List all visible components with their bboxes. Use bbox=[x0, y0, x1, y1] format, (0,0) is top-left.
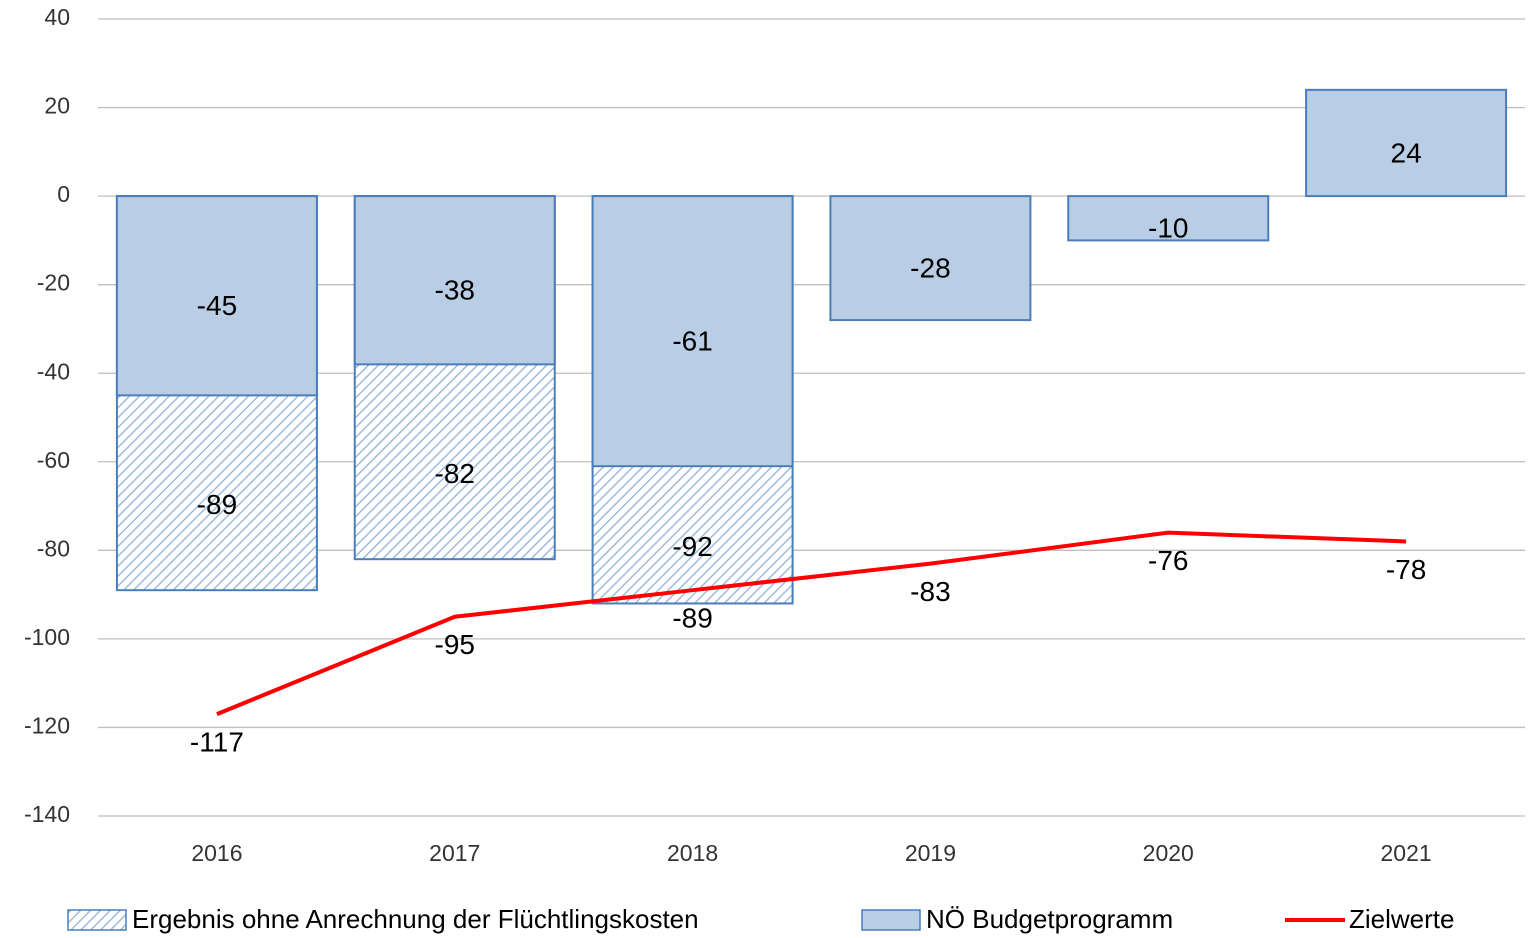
data-label: -92 bbox=[672, 531, 712, 562]
bar bbox=[353, 195, 556, 366]
data-label: -76 bbox=[1148, 545, 1188, 576]
data-label: -10 bbox=[1148, 213, 1188, 244]
data-label: -89 bbox=[672, 603, 712, 634]
bar bbox=[115, 195, 318, 397]
y-tick-label: 0 bbox=[57, 181, 70, 207]
x-tick-label: 2016 bbox=[191, 840, 242, 866]
line bbox=[216, 530, 1407, 717]
legend-swatch bbox=[861, 909, 921, 931]
legend-label: NÖ Budgetprogramm bbox=[926, 904, 1173, 934]
data-label: -95 bbox=[435, 629, 475, 660]
legend-swatch bbox=[67, 909, 127, 931]
bar bbox=[1067, 195, 1270, 242]
bar bbox=[829, 195, 1032, 322]
x-tick-label: 2019 bbox=[905, 840, 956, 866]
x-tick-label: 2021 bbox=[1380, 840, 1431, 866]
y-tick-label: -140 bbox=[24, 801, 70, 827]
y-tick-label: 40 bbox=[44, 4, 70, 30]
y-tick-label: -100 bbox=[24, 624, 70, 650]
data-label: -38 bbox=[435, 275, 475, 306]
legend-label: Zielwerte bbox=[1349, 904, 1454, 934]
x-tick-label: 2017 bbox=[429, 840, 480, 866]
y-tick-label: -40 bbox=[37, 358, 70, 384]
y-tick-label: -20 bbox=[37, 270, 70, 296]
data-label: -61 bbox=[672, 326, 712, 357]
legend-label: Ergebnis ohne Anrechnung der Flüchtlings… bbox=[132, 904, 699, 934]
x-tick-label: 2020 bbox=[1143, 840, 1194, 866]
data-label: -78 bbox=[1386, 554, 1426, 585]
data-label: -89 bbox=[197, 489, 237, 520]
bar bbox=[591, 195, 794, 468]
data-label: -117 bbox=[190, 727, 244, 758]
data-label: -83 bbox=[910, 576, 950, 607]
bar bbox=[1305, 88, 1508, 198]
data-label: -45 bbox=[197, 290, 237, 321]
data-label: 24 bbox=[1391, 137, 1422, 168]
y-tick-label: 20 bbox=[44, 93, 70, 119]
y-tick-label: -80 bbox=[37, 535, 70, 561]
x-tick-label: 2018 bbox=[667, 840, 718, 866]
data-label: -28 bbox=[910, 252, 950, 283]
data-label: -82 bbox=[435, 458, 475, 489]
y-tick-label: -60 bbox=[37, 447, 70, 473]
y-tick-label: -120 bbox=[24, 713, 70, 739]
